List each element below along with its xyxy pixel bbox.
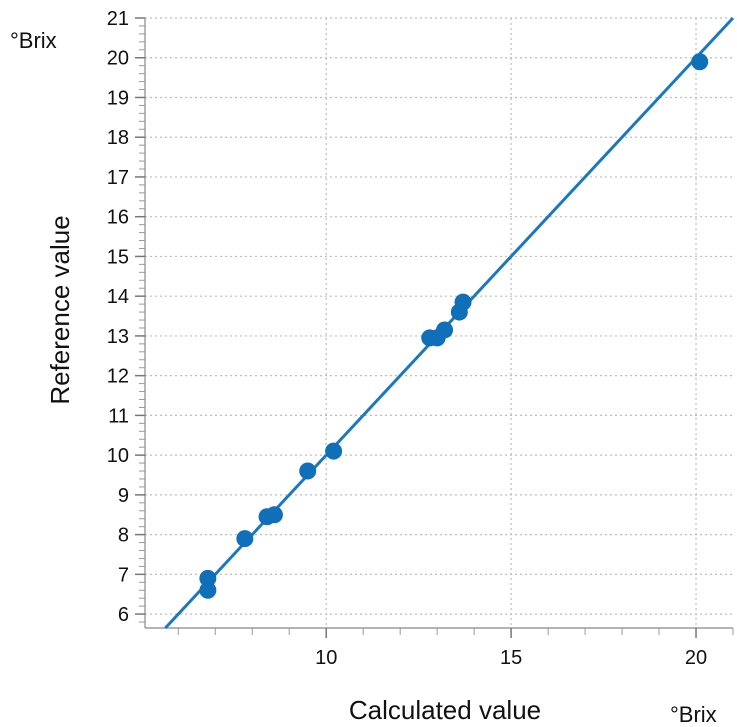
- y-tick-label: 21: [107, 8, 129, 30]
- data-point: [265, 506, 283, 524]
- y-tick-label: 8: [118, 525, 129, 547]
- data-point: [436, 321, 454, 339]
- y-tick-label: 9: [118, 485, 129, 507]
- x-tick-label: 10: [315, 647, 337, 669]
- y-tick-label: 10: [107, 445, 129, 467]
- x-tick-label: 15: [500, 647, 522, 669]
- y-tick-label: 20: [107, 48, 129, 70]
- y-tick-label: 14: [107, 286, 129, 308]
- y-tick-label: 19: [107, 87, 129, 109]
- grid: [145, 17, 733, 628]
- x-axis-title: Calculated value: [349, 695, 541, 725]
- x-unit-label: °Brix: [670, 702, 717, 727]
- y-tick-label: 12: [107, 366, 129, 388]
- y-tick-label: 6: [118, 604, 129, 626]
- y-axis-title: Reference value: [45, 215, 75, 404]
- data-points: [199, 53, 709, 599]
- y-tick-label: 17: [107, 167, 129, 189]
- axes: [144, 18, 733, 629]
- y-tick-label: 15: [107, 246, 129, 268]
- y-unit-label: °Brix: [10, 28, 57, 53]
- data-point: [691, 53, 709, 71]
- y-tick-label: 11: [108, 405, 129, 427]
- data-point: [299, 462, 317, 480]
- data-point: [199, 581, 217, 599]
- x-tick-label: 20: [685, 647, 707, 669]
- y-tick-label: 13: [107, 326, 129, 348]
- ticks: 6 7 8 9 10 11 12 13 14 15 16 17 18 19 20 21 10 15 20: [107, 8, 734, 669]
- data-point: [454, 293, 472, 311]
- data-point: [199, 569, 217, 587]
- data-point: [325, 442, 343, 460]
- y-tick-label: 7: [118, 564, 129, 586]
- y-tick-label: 18: [107, 127, 129, 149]
- y-tick-label: 16: [107, 207, 129, 229]
- data-point: [236, 530, 254, 548]
